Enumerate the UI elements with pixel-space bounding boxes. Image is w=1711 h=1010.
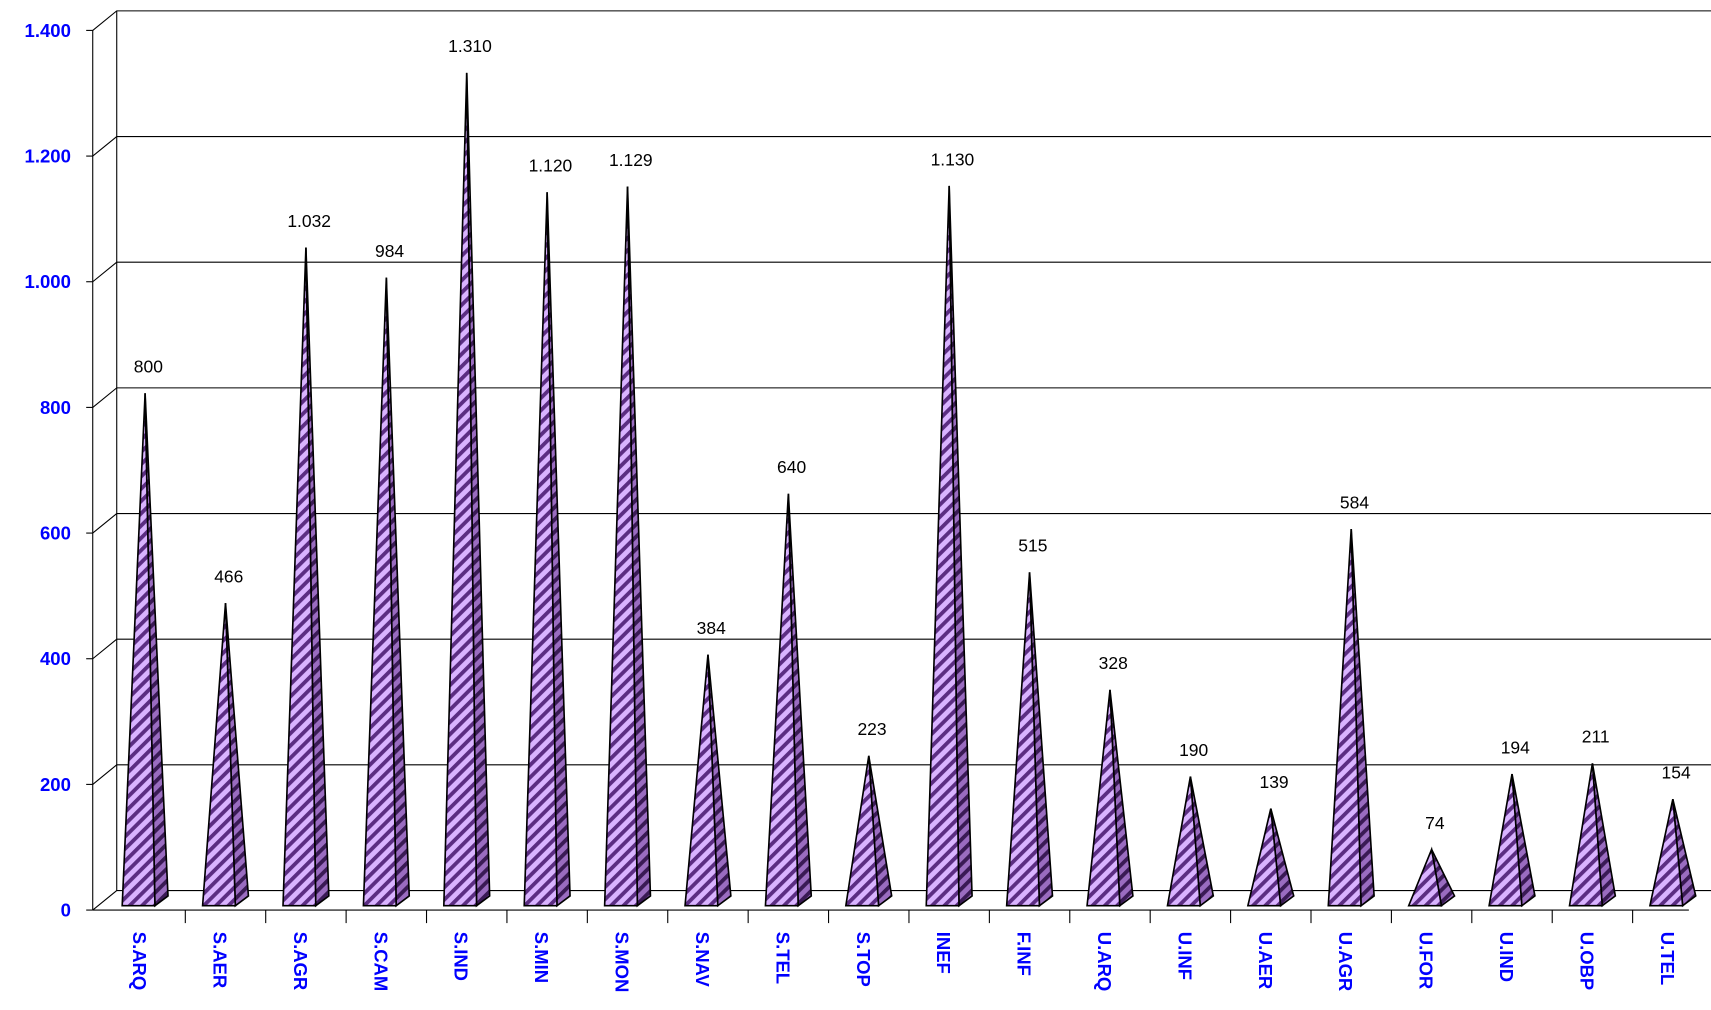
- pyramid: [442, 72, 478, 907]
- pyramid: [1648, 799, 1684, 907]
- pyramid: [925, 185, 960, 907]
- data-label: 223: [857, 719, 886, 739]
- data-label: 190: [1179, 740, 1208, 760]
- pyramid: [1005, 572, 1041, 907]
- data-label: 584: [1340, 492, 1369, 512]
- data-label: 1.130: [931, 149, 975, 169]
- data-label: 328: [1099, 653, 1128, 673]
- pyramid: [1086, 689, 1121, 907]
- grid-line: [92, 135, 1711, 157]
- x-tick-label: S.MIN: [531, 932, 552, 983]
- grid-line: [92, 512, 1711, 534]
- y-tick-label: 1.200: [25, 146, 71, 167]
- x-tick-label: S.MON: [612, 932, 633, 993]
- data-label: 800: [134, 357, 163, 377]
- data-label: 984: [375, 241, 404, 261]
- pyramid: [844, 755, 880, 907]
- pyramid: [1488, 773, 1523, 907]
- data-label: 154: [1662, 763, 1691, 783]
- x-tick-label: U.ARQ: [1094, 932, 1115, 991]
- x-tick-label: S.TOP: [853, 932, 874, 987]
- x-tick-label: U.OBP: [1576, 932, 1597, 990]
- pyramid: [684, 654, 719, 907]
- x-tick-label: S.TEL: [772, 932, 793, 984]
- x-tick-label: U.TEL: [1657, 932, 1678, 985]
- y-tick-label: 1.000: [25, 271, 71, 292]
- pyramid: [523, 192, 558, 907]
- x-tick-label: S.AGR: [290, 932, 311, 990]
- y-tick-label: 1.400: [25, 20, 71, 41]
- pyramid: [764, 493, 800, 907]
- pyramid: [603, 186, 639, 907]
- grid-line: [92, 261, 1711, 283]
- pyramid: [1568, 763, 1604, 907]
- data-label: 466: [214, 567, 243, 587]
- x-tick-label: S.NAV: [692, 932, 713, 988]
- y-tick-label: 200: [40, 774, 71, 795]
- pyramid: [362, 277, 397, 907]
- data-label: 1.310: [448, 36, 492, 56]
- x-tick-label: U.FOR: [1416, 932, 1437, 989]
- y-tick-label: 0: [61, 900, 71, 921]
- data-label: 211: [1582, 727, 1610, 747]
- data-label: 139: [1260, 772, 1289, 792]
- data-label: 194: [1501, 737, 1530, 757]
- grid-line: [92, 387, 1711, 408]
- data-label: 74: [1425, 813, 1445, 833]
- x-tick-label: U.AGR: [1335, 932, 1356, 991]
- data-label: 1.129: [609, 150, 653, 170]
- pyramid: [282, 247, 317, 907]
- x-tick-label: S.CAM: [370, 932, 391, 991]
- pyramid: [1327, 528, 1362, 907]
- x-tick-label: U.INF: [1174, 932, 1195, 980]
- x-tick-label: U.AER: [1255, 932, 1276, 989]
- grid-line: [92, 889, 1711, 911]
- data-label: 1.120: [529, 156, 573, 176]
- data-label: 515: [1018, 536, 1047, 556]
- x-tick-label: INEF: [933, 932, 954, 974]
- data-label: 384: [697, 618, 726, 638]
- pyramid: [1407, 846, 1443, 907]
- grid-line: [92, 10, 1711, 31]
- y-tick-label: 400: [40, 648, 71, 669]
- pyramid: [201, 603, 237, 907]
- pyramid: [1166, 776, 1202, 907]
- pyramid: [1246, 808, 1282, 907]
- grid-line: [92, 764, 1711, 785]
- x-tick-label: S.IND: [451, 932, 472, 981]
- y-tick-label: 600: [40, 523, 71, 544]
- y-tick-label: 800: [40, 397, 71, 418]
- x-tick-label: F.INF: [1014, 932, 1035, 976]
- data-label: 640: [777, 457, 806, 477]
- grid-line: [92, 638, 1711, 660]
- x-tick-label: S.ARQ: [129, 932, 150, 990]
- pyramid: [121, 393, 156, 907]
- plot-area: 0 200 400 600 800 1.000 1.200 1.400 800 S.ARQ 466 S…: [25, 10, 1711, 993]
- x-tick-label: U.IND: [1496, 932, 1517, 982]
- data-label: 1.032: [287, 211, 331, 231]
- x-tick-label: S.AER: [209, 932, 230, 988]
